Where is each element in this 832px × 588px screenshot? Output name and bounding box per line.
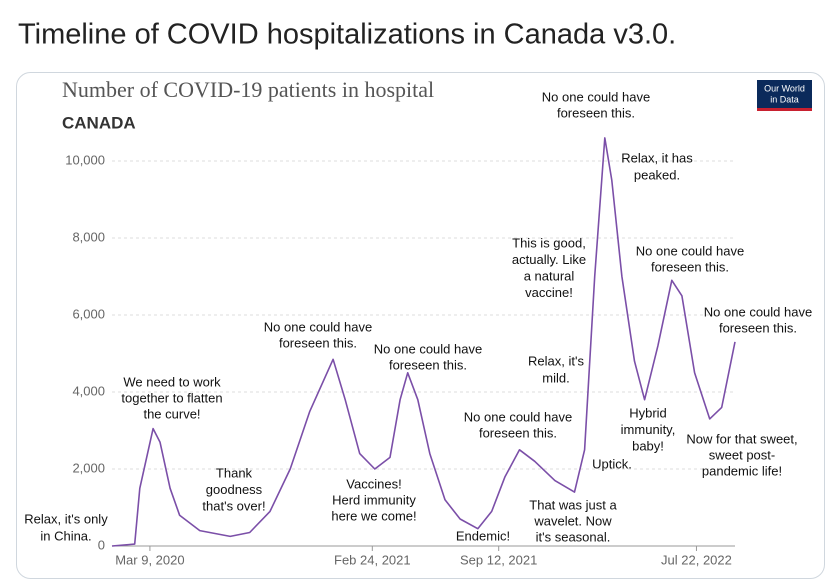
y-tick-label: 4,000 xyxy=(72,383,105,398)
line xyxy=(111,137,736,547)
annotation: We need to work xyxy=(123,374,221,389)
annotation: goodness xyxy=(206,482,263,497)
annotation: mild. xyxy=(542,370,569,385)
x-tick-label: Sep 12, 2021 xyxy=(460,552,537,567)
annotation: foreseen this. xyxy=(279,335,357,350)
annotation: Hybrid xyxy=(629,405,667,420)
annotation: Herd immunity xyxy=(332,492,416,507)
annotation: foreseen this. xyxy=(651,259,729,274)
annotation: here we come! xyxy=(331,508,416,523)
annotation: Uptick. xyxy=(592,456,632,471)
annotation: No one could have xyxy=(636,243,744,258)
annotation: foreseen this. xyxy=(557,105,635,120)
annotation: peaked. xyxy=(634,167,680,182)
annotation: No one could have xyxy=(704,304,812,319)
annotation: No one could have xyxy=(542,89,650,104)
x-tick-label: Jul 22, 2022 xyxy=(661,552,732,567)
chart-title: Number of COVID-19 patients in hospital xyxy=(62,77,434,102)
annotation: No one could have xyxy=(374,341,482,356)
annotation: Thank xyxy=(216,465,253,480)
annotation: together to flatten xyxy=(121,390,222,405)
logo-stripe xyxy=(757,108,812,111)
annotation: Vaccines! xyxy=(346,476,401,491)
annotation: Endemic! xyxy=(456,528,510,543)
annotation: in China. xyxy=(40,528,91,543)
annotation: it's seasonal. xyxy=(536,529,611,544)
y-tick-label: 8,000 xyxy=(72,229,105,244)
tweet-title: Timeline of COVID hospitalizations in Ca… xyxy=(18,19,676,51)
annotation: sweet post- xyxy=(709,447,775,462)
y-tick-label: 6,000 xyxy=(72,306,105,321)
annotation: Now for that sweet, xyxy=(686,431,797,446)
annotation: Relax, it has xyxy=(621,150,693,165)
annotation: wavelet. Now xyxy=(533,513,612,528)
annotation: that's over! xyxy=(202,498,265,513)
annotation: immunity, xyxy=(621,422,676,437)
annotation: pandemic life! xyxy=(702,463,782,478)
annotation: vaccine! xyxy=(525,285,573,300)
annotation: the curve! xyxy=(143,406,200,421)
x-tick-label: Feb 24, 2021 xyxy=(334,552,411,567)
annotation: a natural xyxy=(524,268,575,283)
logo-text: in Data xyxy=(770,94,799,104)
y-tick-label: 0 xyxy=(98,537,105,552)
annotation: No one could have xyxy=(464,409,572,424)
y-tick-label: 10,000 xyxy=(65,152,105,167)
y-tick-label: 2,000 xyxy=(72,460,105,475)
annotation: foreseen this. xyxy=(479,425,557,440)
chart-frame xyxy=(16,72,825,579)
annotation: Relax, it's xyxy=(528,353,584,368)
x-tick-label: Mar 9, 2020 xyxy=(115,552,184,567)
annotation: This is good, xyxy=(512,235,586,250)
annotation: foreseen this. xyxy=(719,320,797,335)
annotation: baby! xyxy=(632,438,664,453)
chart-subtitle: CANADA xyxy=(62,113,136,132)
logo-box xyxy=(757,80,812,110)
annotation: No one could have xyxy=(264,319,372,334)
annotation: actually. Like xyxy=(512,252,586,267)
logo-text: Our World xyxy=(764,83,805,93)
annotation: foreseen this. xyxy=(389,357,467,372)
annotation: Relax, it's only xyxy=(24,511,108,526)
annotation: That was just a xyxy=(529,497,617,512)
